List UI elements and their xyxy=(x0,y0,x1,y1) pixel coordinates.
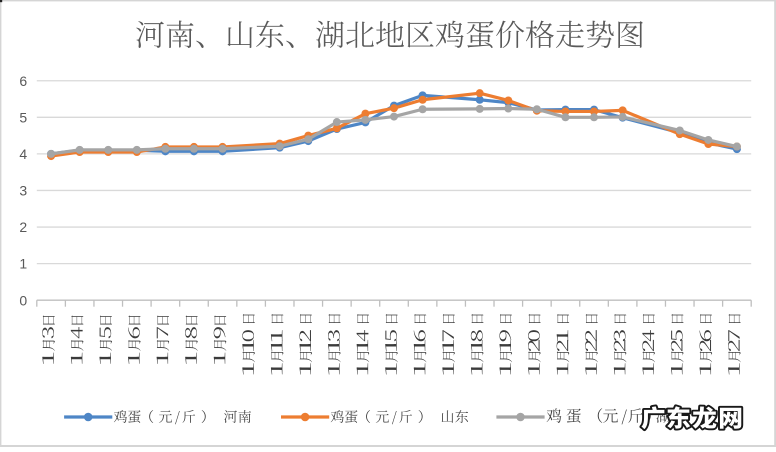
svg-text:6: 6 xyxy=(19,73,27,89)
svg-text:4: 4 xyxy=(19,146,27,162)
svg-text:1: 1 xyxy=(19,256,27,272)
svg-text:0: 0 xyxy=(19,292,27,308)
svg-text:5: 5 xyxy=(19,109,27,125)
svg-text:2: 2 xyxy=(19,219,27,235)
svg-text:3: 3 xyxy=(19,183,27,199)
